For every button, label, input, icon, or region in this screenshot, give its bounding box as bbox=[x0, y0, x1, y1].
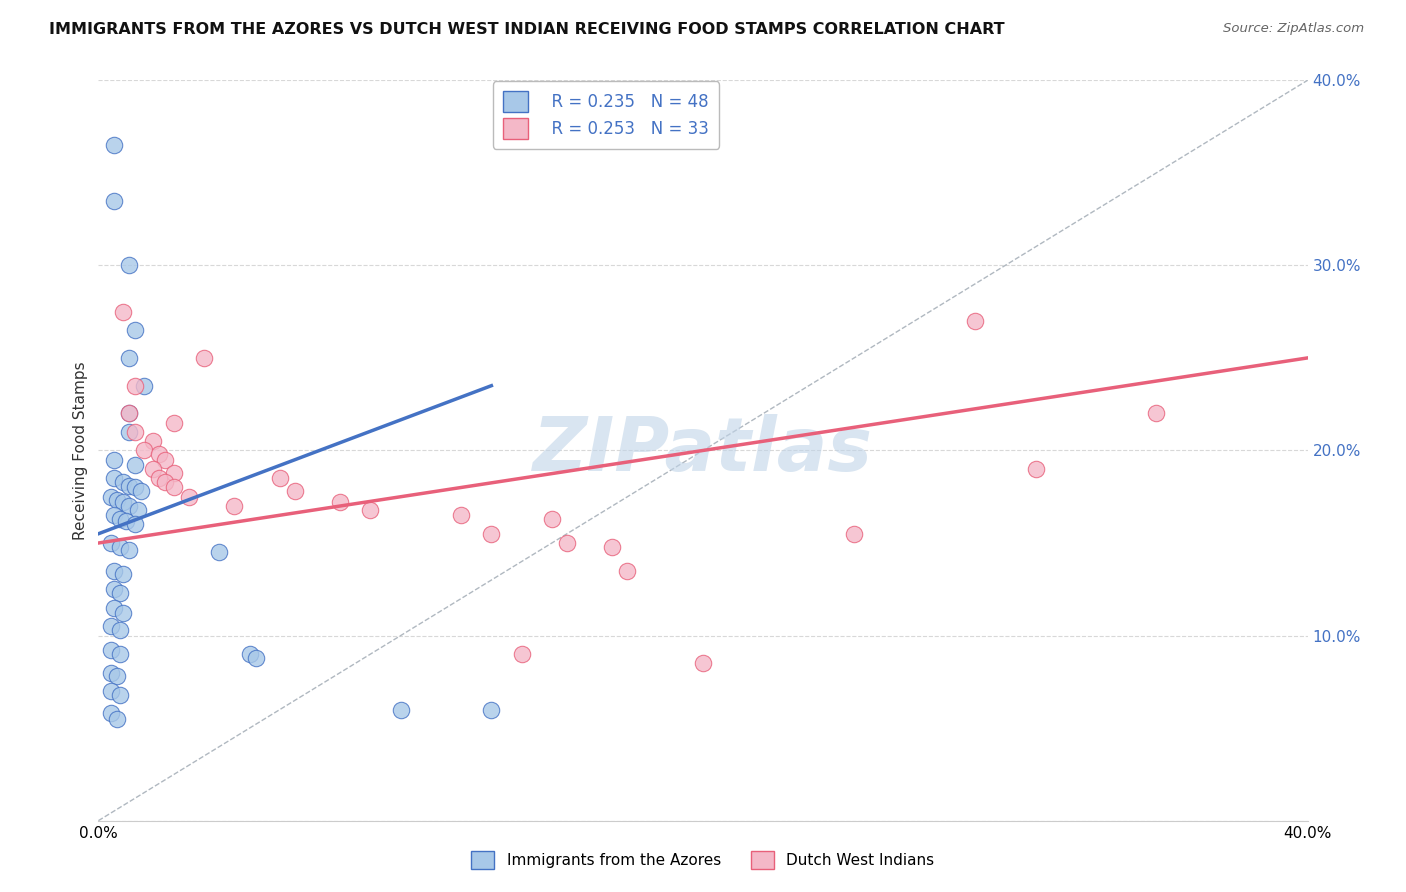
Point bbox=[163, 416, 186, 430]
Point bbox=[163, 481, 186, 495]
Text: ZIPatlas: ZIPatlas bbox=[533, 414, 873, 487]
Point bbox=[114, 514, 136, 528]
Point bbox=[111, 495, 134, 509]
Point bbox=[108, 647, 131, 661]
Point bbox=[105, 493, 128, 508]
Point bbox=[118, 407, 141, 421]
Point bbox=[153, 452, 176, 467]
Point bbox=[111, 607, 134, 621]
Point bbox=[103, 471, 125, 485]
Point bbox=[127, 502, 149, 516]
Point bbox=[481, 703, 503, 717]
Point bbox=[100, 643, 122, 657]
Point bbox=[118, 351, 141, 365]
Point bbox=[100, 536, 122, 550]
Point bbox=[103, 508, 125, 523]
Legend: Immigrants from the Azores, Dutch West Indians: Immigrants from the Azores, Dutch West I… bbox=[465, 845, 941, 875]
Point bbox=[555, 536, 578, 550]
Legend:   R = 0.235   N = 48,   R = 0.253   N = 33: R = 0.235 N = 48, R = 0.253 N = 33 bbox=[494, 81, 720, 149]
Point bbox=[105, 669, 128, 683]
Point bbox=[103, 138, 125, 153]
Point bbox=[142, 462, 165, 476]
Point bbox=[124, 517, 146, 532]
Point bbox=[111, 475, 134, 489]
Point bbox=[245, 650, 267, 665]
Point bbox=[510, 647, 533, 661]
Point bbox=[389, 703, 412, 717]
Point bbox=[179, 490, 201, 504]
Point bbox=[118, 478, 141, 492]
Point bbox=[163, 466, 186, 480]
Point bbox=[153, 475, 176, 489]
Point bbox=[100, 490, 122, 504]
Point bbox=[108, 540, 131, 554]
Point bbox=[360, 502, 382, 516]
Point bbox=[103, 600, 125, 615]
Point bbox=[602, 540, 624, 554]
Point bbox=[132, 443, 155, 458]
Point bbox=[616, 564, 638, 578]
Point bbox=[450, 508, 472, 523]
Point bbox=[129, 484, 152, 499]
Point bbox=[148, 471, 170, 485]
Point bbox=[692, 657, 714, 671]
Point bbox=[105, 712, 128, 726]
Point bbox=[103, 452, 125, 467]
Y-axis label: Receiving Food Stamps: Receiving Food Stamps bbox=[73, 361, 89, 540]
Point bbox=[208, 545, 231, 559]
Point bbox=[108, 623, 131, 637]
Point bbox=[108, 688, 131, 702]
Point bbox=[965, 314, 987, 328]
Point bbox=[118, 543, 141, 558]
Point bbox=[118, 499, 141, 513]
Point bbox=[124, 323, 146, 337]
Point bbox=[103, 194, 125, 208]
Point bbox=[111, 567, 134, 582]
Point bbox=[481, 526, 503, 541]
Point bbox=[239, 647, 262, 661]
Point bbox=[269, 471, 291, 485]
Point bbox=[124, 425, 146, 439]
Point bbox=[124, 378, 146, 392]
Point bbox=[100, 619, 122, 633]
Text: IMMIGRANTS FROM THE AZORES VS DUTCH WEST INDIAN RECEIVING FOOD STAMPS CORRELATIO: IMMIGRANTS FROM THE AZORES VS DUTCH WEST… bbox=[49, 22, 1005, 37]
Point bbox=[1144, 407, 1167, 421]
Point bbox=[111, 304, 134, 318]
Point bbox=[142, 434, 165, 449]
Point bbox=[844, 526, 866, 541]
Point bbox=[118, 407, 141, 421]
Point bbox=[100, 684, 122, 698]
Point bbox=[118, 425, 141, 439]
Point bbox=[193, 351, 215, 365]
Point bbox=[124, 458, 146, 473]
Point bbox=[103, 582, 125, 597]
Point bbox=[1024, 462, 1046, 476]
Point bbox=[108, 586, 131, 600]
Point bbox=[224, 499, 246, 513]
Point bbox=[148, 447, 170, 461]
Point bbox=[124, 481, 146, 495]
Point bbox=[329, 495, 352, 509]
Point bbox=[100, 665, 122, 680]
Point bbox=[103, 564, 125, 578]
Point bbox=[132, 378, 155, 392]
Point bbox=[540, 512, 562, 526]
Point bbox=[284, 484, 307, 499]
Point bbox=[100, 706, 122, 721]
Point bbox=[108, 512, 131, 526]
Point bbox=[118, 259, 141, 273]
Text: Source: ZipAtlas.com: Source: ZipAtlas.com bbox=[1223, 22, 1364, 36]
